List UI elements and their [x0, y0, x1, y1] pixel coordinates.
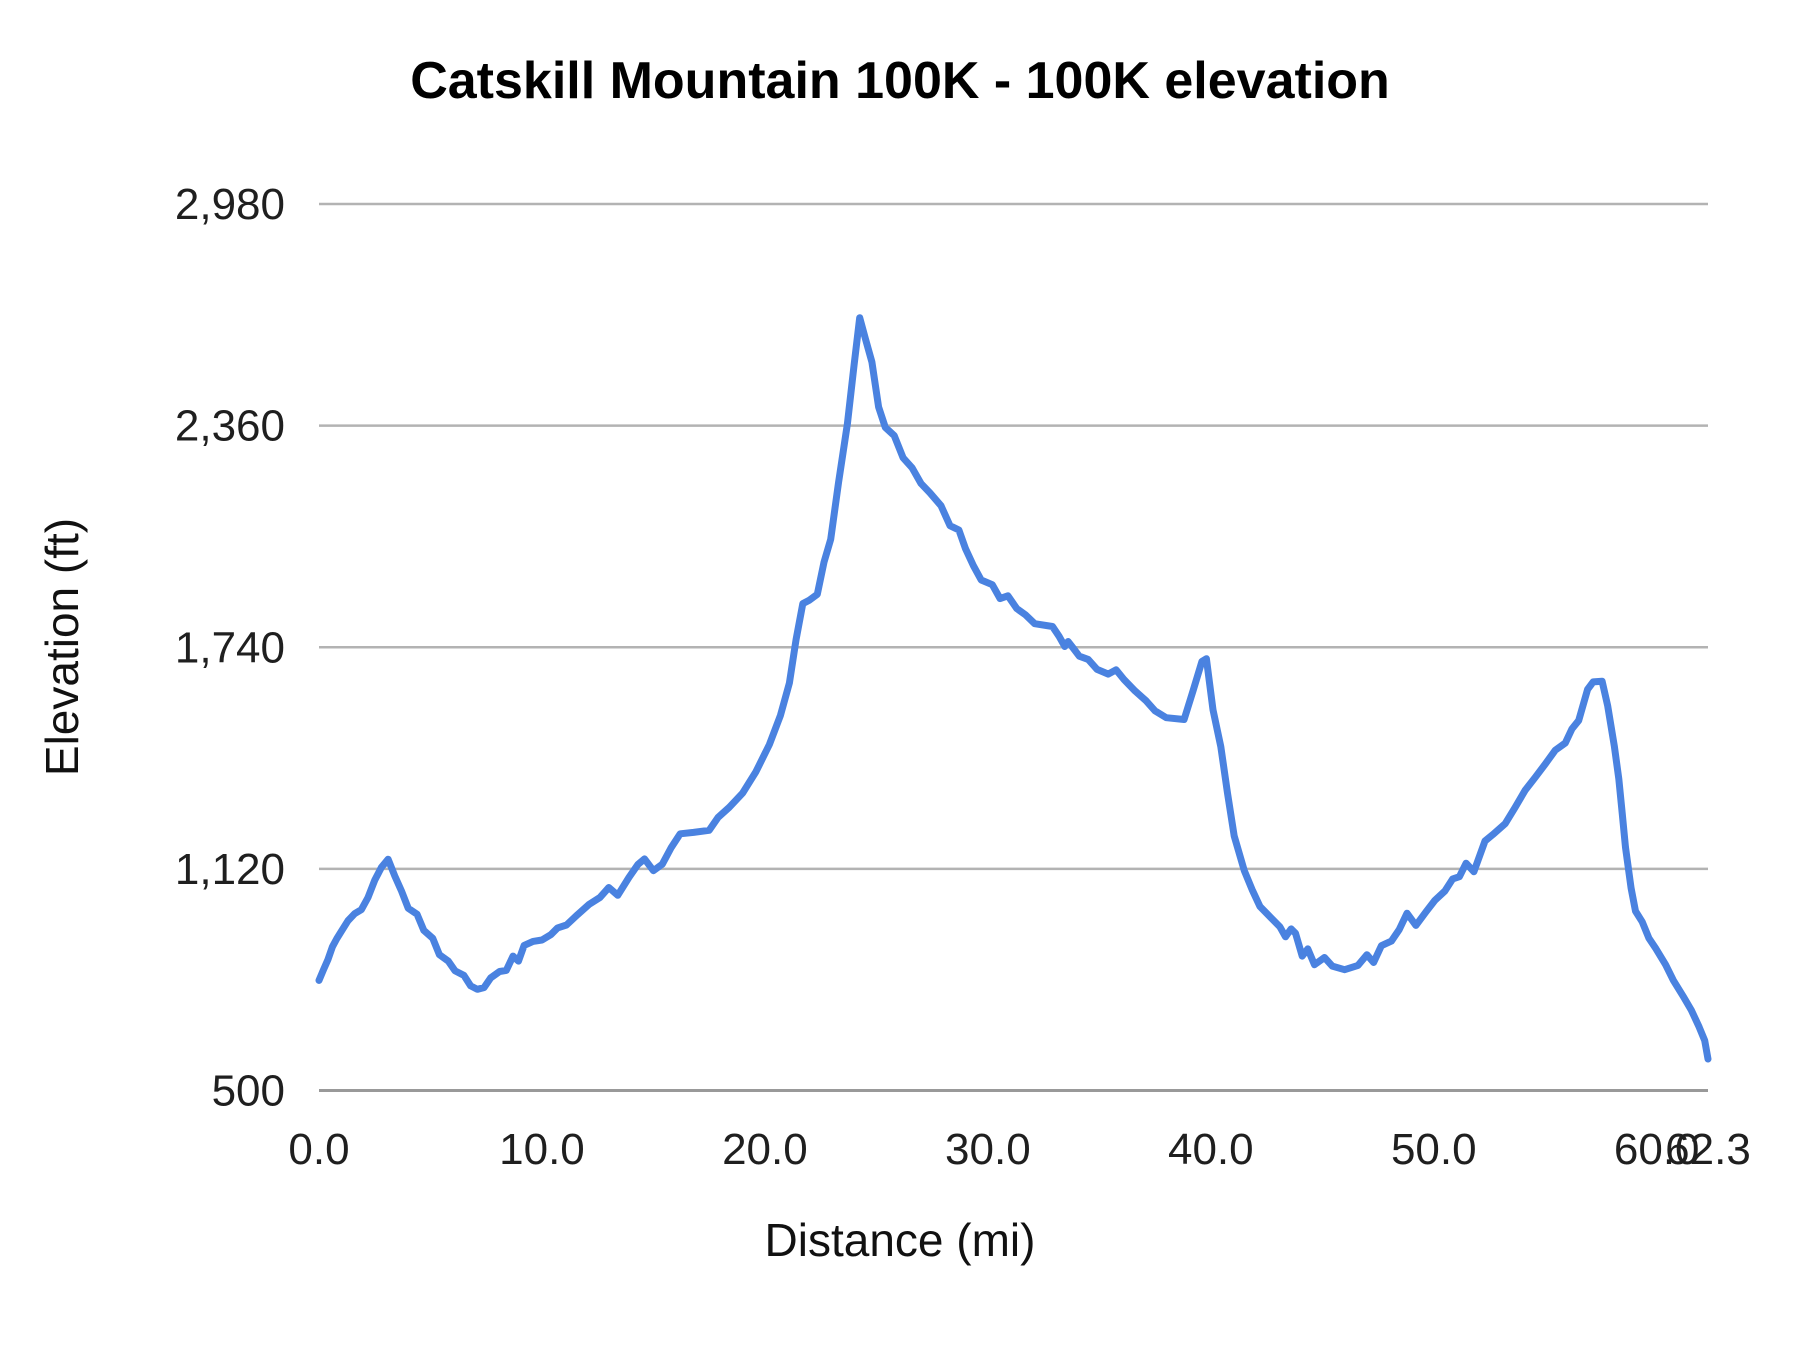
chart-title: Catskill Mountain 100K - 100K elevation: [410, 52, 1390, 110]
elevation-line-series: [315, 314, 1712, 1063]
x-tick-label: 20.0: [722, 1125, 808, 1174]
y-tick-label: 2,980: [175, 180, 285, 229]
x-tick-label: 30.0: [945, 1125, 1031, 1174]
x-axis-title: Distance (mi): [765, 1214, 1036, 1266]
x-tick-label: 0.0: [288, 1125, 349, 1174]
y-tick-labels: 500 1,120 1,740 2,360 2,980: [175, 180, 285, 1116]
x-tick-label: 10.0: [499, 1125, 585, 1174]
x-tick-label: 50.0: [1391, 1125, 1477, 1174]
gridlines: [319, 202, 1708, 1092]
y-tick-label: 2,360: [175, 402, 285, 451]
y-tick-label: 1,740: [175, 623, 285, 672]
y-axis-title: Elevation (ft): [36, 518, 88, 776]
x-tick-label: 62.3: [1665, 1125, 1751, 1174]
x-tick-label: 40.0: [1168, 1125, 1254, 1174]
x-tick-labels: 0.0 10.0 20.0 30.0 40.0 50.0 60.062.3: [288, 1125, 1750, 1174]
y-tick-label: 1,120: [175, 845, 285, 894]
y-tick-label: 500: [212, 1067, 285, 1116]
x-tick-label: 60.0: [1614, 1125, 1700, 1174]
